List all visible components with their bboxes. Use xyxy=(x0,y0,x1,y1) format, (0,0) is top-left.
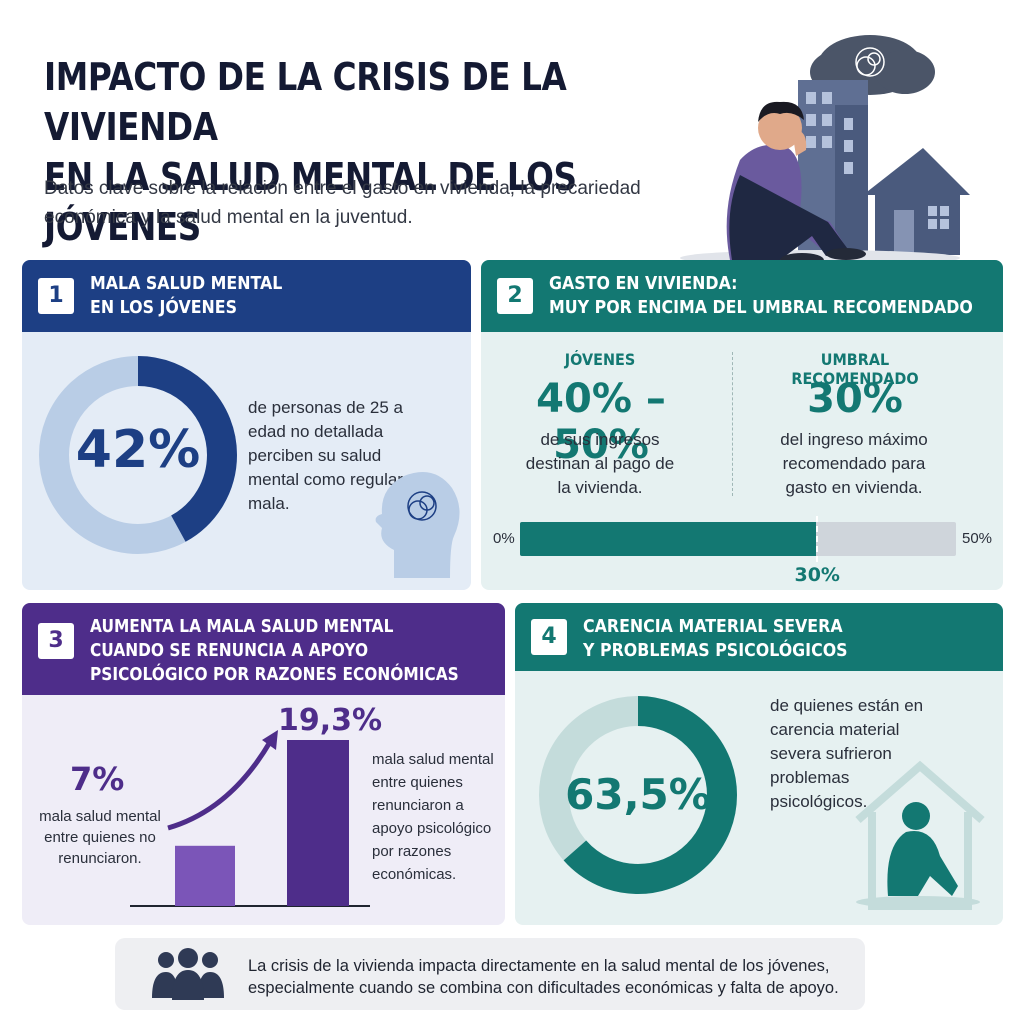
panel-4-header: 4 CARENCIA MATERIAL SEVERA Y PROBLEMAS P… xyxy=(515,603,1003,671)
panel-4-number: 4 xyxy=(531,619,567,655)
donut-4-value: 63,5% xyxy=(565,770,711,819)
support-bar-chart xyxy=(130,730,370,907)
panel-3-title: AUMENTA LA MALA SALUD MENTAL CUANDO SE R… xyxy=(90,615,459,687)
person-in-house-icon xyxy=(855,760,985,910)
rising-arrow-icon xyxy=(167,740,273,831)
threshold-value: 30% xyxy=(807,376,903,422)
bar-renounced xyxy=(287,740,349,906)
stressed-youth-illustration xyxy=(680,35,970,267)
panel-3-header: 3 AUMENTA LA MALA SALUD MENTAL CUANDO SE… xyxy=(22,603,505,695)
page-title: IMPACTO DE LA CRISIS DE LA VIVIENDA EN L… xyxy=(44,52,612,252)
donut-1-value-arc xyxy=(39,356,237,554)
panel-1-title-line-1: MALA SALUD MENTAL xyxy=(90,273,283,294)
panel-2-header: 2 GASTO EN VIVIENDA: MUY POR ENCIMA DEL … xyxy=(481,260,1003,332)
panel-3-title-line-2: CUANDO SE RENUNCIA A APOYO xyxy=(90,641,369,661)
donut-chart-63 xyxy=(539,696,737,894)
youth-expense-description: de sus ingresos destinan al pago de la v… xyxy=(525,430,675,497)
threshold-label: UMBRAL RECOMENDADO xyxy=(791,350,919,388)
donut-chart-42 xyxy=(39,356,237,554)
panel-3-number: 3 xyxy=(38,623,74,659)
house-icon xyxy=(863,148,970,255)
youth-label: JÓVENES xyxy=(564,350,636,369)
title-line-1: IMPACTO DE LA CRISIS DE LA VIVIENDA xyxy=(44,55,567,149)
column-divider xyxy=(732,352,733,496)
panel-3-title-line-1: AUMENTA LA MALA SALUD MENTAL xyxy=(90,617,394,637)
bar-max-label: 50% xyxy=(962,530,993,547)
panel-4-description: de quienes están en carencia material se… xyxy=(770,696,924,811)
donut-4-value-arc xyxy=(539,696,737,894)
expense-bar-track xyxy=(520,522,956,556)
panel-4-title-line-1: CARENCIA MATERIAL SEVERA xyxy=(583,616,843,637)
panel-4-title-line-2: Y PROBLEMAS PSICOLÓGICOS xyxy=(583,640,848,661)
big-value: 19,3% xyxy=(278,703,383,738)
threshold-description: del ingreso máximo recomendado para gast… xyxy=(780,430,928,497)
youth-expense-value: 40% – 50% xyxy=(536,376,666,468)
donut-1-value: 42% xyxy=(75,420,201,480)
people-group-icon xyxy=(152,948,224,1000)
panel-1-description: de personas de 25 a edad no detallada pe… xyxy=(248,398,418,513)
panel-2-title-line-1: GASTO EN VIVIENDA: xyxy=(549,273,738,294)
title-line-2: EN LA SALUD MENTAL DE LOS JÓVENES xyxy=(44,155,577,249)
expense-bar-fill xyxy=(520,522,817,556)
panel-1-title: MALA SALUD MENTAL EN LOS JÓVENES xyxy=(90,272,282,320)
footer-text: La crisis de la vivienda impacta directa… xyxy=(248,957,839,997)
bar-not-renounced xyxy=(175,845,235,906)
panel-psychological-support: 3 AUMENTA LA MALA SALUD MENTAL CUANDO SE… xyxy=(22,603,505,925)
arrow-head-icon xyxy=(262,730,278,750)
big-value-description: mala salud mental entre quienes renuncia… xyxy=(372,751,494,883)
panel-4-title: CARENCIA MATERIAL SEVERA Y PROBLEMAS PSI… xyxy=(583,615,848,663)
small-value-description: mala salud mental entre quienes no renun… xyxy=(39,808,161,867)
panel-2-number: 2 xyxy=(497,278,533,314)
page-subtitle: Datos clave sobre la relación entre el g… xyxy=(44,178,641,228)
panel-1-number: 1 xyxy=(38,278,74,314)
footer-banner xyxy=(115,938,865,1010)
head-scribble-icon xyxy=(375,472,460,578)
threshold-marker xyxy=(816,516,819,562)
bar-min-label: 0% xyxy=(493,530,515,547)
panel-3-title-line-3: PSICOLÓGICO POR RAZONES ECONÓMICAS xyxy=(90,665,459,685)
panel-2-title-line-2: MUY POR ENCIMA DEL UMBRAL RECOMENDADO xyxy=(549,297,973,318)
panel-1-header: 1 MALA SALUD MENTAL EN LOS JÓVENES xyxy=(22,260,471,332)
panel-2-title: GASTO EN VIVIENDA: MUY POR ENCIMA DEL UM… xyxy=(549,272,973,320)
small-value: 7% xyxy=(70,760,125,798)
panel-1-title-line-2: EN LOS JÓVENES xyxy=(90,297,238,318)
threshold-marker-label: 30% xyxy=(794,564,840,586)
